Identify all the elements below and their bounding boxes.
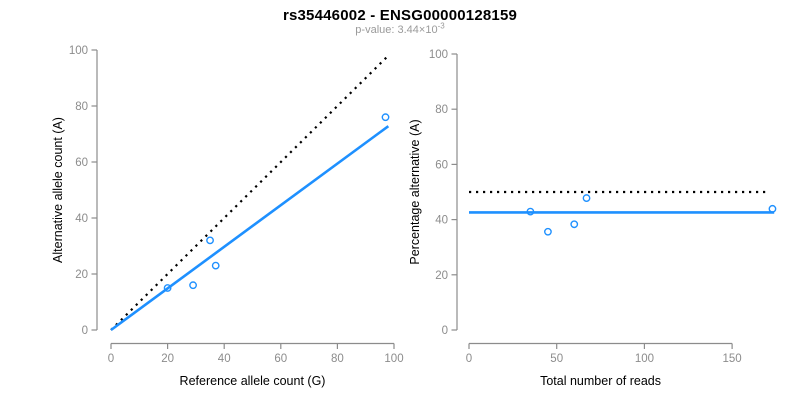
y-axis-title: Percentage alternative (A) — [408, 119, 422, 264]
pvalue-exponent: -3 — [437, 21, 445, 31]
y-tick-label: 100 — [429, 49, 448, 61]
y-tick-label: 20 — [435, 270, 448, 282]
x-axis-title: Reference allele count (G) — [180, 374, 326, 388]
data-point — [768, 204, 777, 213]
data-point — [570, 220, 579, 229]
plot-subtitle: p-value: 3.44×10-3 — [0, 21, 800, 36]
x-tick-label: 20 — [161, 353, 174, 365]
y-tick-label: 60 — [75, 157, 88, 169]
y-tick-label: 20 — [75, 269, 88, 281]
data-point — [544, 227, 552, 236]
data-point — [211, 261, 220, 270]
x-tick-label: 40 — [218, 353, 231, 365]
pvalue-text: p-value: 3.44×10 — [355, 24, 438, 36]
data-point — [163, 284, 172, 292]
x-tick-label: 60 — [274, 353, 287, 365]
y-tick-label: 0 — [82, 325, 88, 337]
data-point — [582, 194, 591, 202]
data-point — [206, 236, 214, 245]
data-point — [526, 207, 535, 216]
x-tick-label: 0 — [466, 353, 472, 365]
x-tick-label: 100 — [635, 353, 654, 365]
data-point — [189, 281, 197, 290]
fit-line — [110, 125, 390, 332]
identity-line — [110, 54, 390, 331]
x-tick-label: 0 — [108, 353, 114, 365]
x-tick-label: 100 — [384, 353, 403, 365]
y-tick-label: 80 — [75, 101, 88, 113]
plot-title: rs35446002 - ENSG00000128159 — [282, 7, 518, 24]
y-tick-label: 0 — [442, 325, 448, 337]
x-axis-title: Total number of reads — [540, 374, 661, 388]
x-tick-label: 50 — [550, 353, 563, 365]
x-tick-label: 80 — [331, 353, 344, 365]
data-point — [381, 113, 390, 122]
x-tick-label: 150 — [723, 353, 742, 365]
y-tick-label: 40 — [75, 213, 88, 225]
y-axis-title: Alternative allele count (A) — [51, 117, 65, 263]
y-tick-label: 80 — [435, 104, 448, 116]
y-tick-label: 60 — [435, 159, 448, 171]
y-tick-label: 40 — [435, 215, 448, 227]
y-tick-label: 100 — [69, 45, 88, 57]
